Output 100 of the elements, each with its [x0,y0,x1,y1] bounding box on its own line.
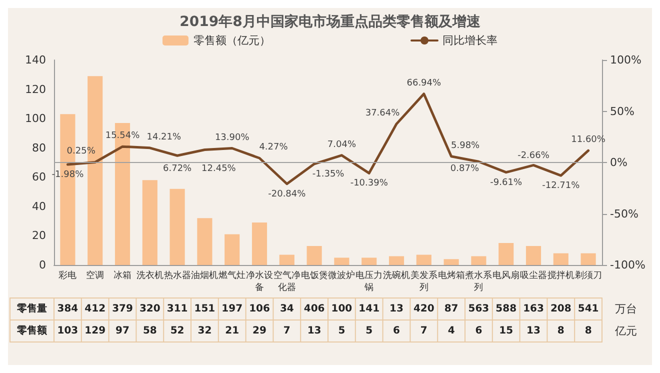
x-tick-label: 搅拌机 [547,270,574,281]
text: 563 [468,304,490,314]
x-tick-label: 吸尘器 [520,270,547,281]
x-tick-label: 空气净化器 [273,270,300,293]
data-label: 97 [116,326,130,336]
text: 34 [280,304,294,314]
data-label: 0.87% [450,164,480,174]
text: 412 [84,304,106,314]
x-tick-label: 热水器 [164,270,191,281]
bar [416,254,432,265]
x-tick-label: 冰箱 [114,270,132,281]
bar [170,188,185,265]
data-label: 32 [198,326,212,336]
text: 141 [358,304,380,314]
x-tick-label: 电风扇 [492,270,520,281]
x-tick-label: 净水设备 [246,270,273,293]
x-tick-label: 电压力锅 [356,270,383,293]
bar [388,256,404,265]
y2-tick-label: 50% [610,104,634,118]
data-label: 29 [252,326,266,336]
text: 万台 [615,302,637,316]
x-tick-label: 电烤箱 [438,270,465,281]
text: 320 [139,304,160,314]
data-label: 0.25% [66,146,96,157]
data-label: -10.39% [350,178,388,189]
text: 零售额 [16,324,48,336]
data-label: 4 [448,326,455,336]
text: 197 [222,304,243,314]
text: 106 [249,304,270,314]
text: 87 [444,304,458,314]
x-tick-label: 剃须刀 [574,270,602,281]
text: 406 [304,304,325,314]
bar [471,256,486,265]
data-label: -20.84% [268,189,306,200]
data-label: -1.98% [52,170,84,180]
data-label: 13 [526,326,540,336]
text: 13 [390,304,404,314]
y2-tick-label: -50% [610,207,638,220]
bar [224,234,240,265]
data-label: 7 [420,326,428,336]
text: 311 [166,304,188,314]
text: 208 [550,304,572,314]
data-label: 14.21% [146,132,182,142]
x-tick-label: 空调 [86,270,104,281]
data-label: 8 [584,326,592,336]
x-tick-label: 洗碗机 [383,270,410,281]
text: 541 [578,304,599,314]
y-tick-label: 80 [32,141,46,154]
data-label: -9.61% [490,178,522,188]
y-tick-label: 0 [39,258,46,272]
bar [306,246,322,265]
y2-tick-label: 100% [610,54,642,66]
data-label: 15.54% [105,131,140,142]
data-label: 6 [475,326,482,336]
text: 亿元 [614,324,637,338]
data-label: 8 [557,326,564,336]
data-label: 6 [393,326,400,336]
data-label: 37.64% [365,108,400,118]
data-label: 21 [225,326,240,336]
data-label: 129 [84,326,106,336]
y-tick-label: 120 [25,82,46,96]
y2-tick-label: -100% [610,258,646,272]
y-tick-label: 100 [25,112,46,126]
x-tick-label: 油烟机 [191,270,218,281]
text: 588 [496,304,517,314]
text: 零售量 [16,302,47,314]
data-label: 7.04% [327,140,356,150]
bar [553,253,568,265]
data-label: -1.35% [312,169,345,180]
x-tick-label: 美发系列 [410,270,438,293]
text: 420 [413,304,434,314]
bar [197,218,212,265]
data-label: 52 [170,326,184,336]
data-label: 5 [366,326,373,336]
legend-label: 同比增长率 [442,34,498,47]
y-tick-label: 40 [32,200,46,213]
bar [142,180,158,265]
data-label: 7 [283,326,290,336]
data-label: -12.71% [542,181,580,192]
bar [334,258,350,265]
bar [580,253,596,265]
x-tick-label: 煮水系列 [465,270,492,293]
data-label: 13.90% [214,132,250,143]
data-label: -2.66% [518,151,550,161]
data-label: 6.72% [163,164,192,174]
data-label: 15 [499,326,514,336]
bar [498,243,514,265]
data-label: 12.45% [202,164,236,174]
x-tick-label: 洗衣机 [136,270,164,281]
x-tick-label: 燃气灶 [218,270,246,281]
text: 151 [194,304,216,314]
bar [252,222,268,265]
y-tick-label: 20 [32,229,46,242]
bar [362,258,377,265]
data-label: 11.60% [571,135,606,146]
text: 379 [112,304,133,314]
data-label: 4.27% [259,142,288,153]
data-label: 58 [142,326,157,336]
chart-title: 2019年8月中国家电市场重点品类零售额及增速 [180,13,482,30]
text: 100 [331,304,352,314]
